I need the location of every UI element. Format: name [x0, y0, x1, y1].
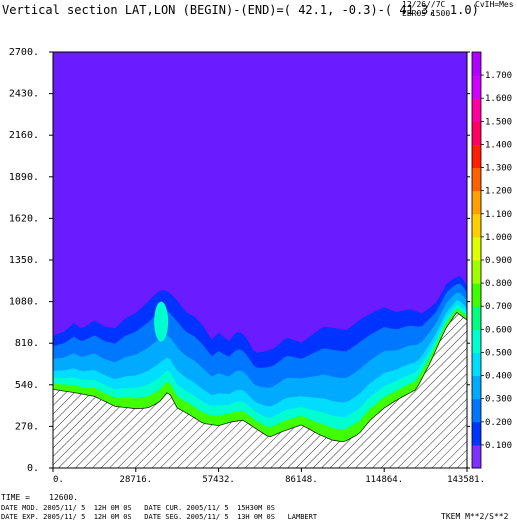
colorbar-label: 0.400 — [485, 372, 512, 382]
x-tick-label: 57432. — [202, 475, 235, 485]
colorbar-label: 1.500 — [485, 117, 512, 127]
colorbar-segment — [472, 329, 481, 353]
y-tick-label: 1890. — [9, 172, 39, 183]
y-tick-label: 2430. — [9, 89, 39, 100]
colorbar-label: 1.200 — [485, 187, 512, 197]
colorbar-segment — [472, 167, 481, 192]
y-tick-label: 810. — [15, 338, 39, 349]
colorbar-segment — [472, 398, 481, 423]
y-tick-label: 1620. — [9, 213, 39, 224]
colorbar-label: 1.600 — [485, 94, 512, 104]
colorbar-label: 0.200 — [485, 418, 512, 428]
footer-dates-line2: DATE EXP. 2005/11/ 5 12H 0M 0S DATE SEG.… — [1, 513, 318, 521]
header-date: 12/26//7C — [402, 0, 446, 9]
colorbar-segment — [472, 352, 481, 377]
footer-dates-line1: DATE MOD. 2005/11/ 5 12H 0M 0S DATE CUR.… — [1, 504, 275, 512]
colorbar-segment — [472, 283, 481, 307]
colorbar-segment — [472, 98, 481, 122]
colorbar-label: 1.400 — [485, 140, 512, 150]
colorbar-segment — [472, 213, 481, 238]
x-tick-label: 114864. — [365, 475, 403, 485]
colorbar-label: 0.300 — [485, 395, 512, 405]
colorbar-label: 0.600 — [485, 325, 512, 335]
y-tick-label: 1350. — [9, 255, 39, 266]
colorbar-segment — [472, 190, 481, 215]
colorbar-segment — [472, 144, 481, 169]
colorbar-label: 1.300 — [485, 164, 512, 174]
tke-local-maximum — [154, 301, 169, 342]
terrain-hatched — [52, 311, 468, 469]
colorbar-label: 1.100 — [485, 210, 512, 220]
x-tick-label: 28716. — [120, 475, 153, 485]
colorbar-segment — [472, 260, 481, 284]
footer-variable: TKEM M**2/S**2 — [441, 512, 509, 521]
colorbar-label: 0.700 — [485, 302, 512, 312]
x-tick-label: 143581. — [447, 475, 485, 485]
colorbar-label: 0.900 — [485, 256, 512, 266]
colorbar-segment — [472, 121, 481, 145]
y-tick-label: 2700. — [9, 47, 39, 58]
y-tick-label: 2160. — [9, 130, 39, 141]
y-tick-label: 270. — [15, 421, 39, 432]
colorbar-segment — [472, 306, 481, 330]
header-run: EBR05 1500 — [402, 9, 451, 18]
colorbar-segment — [472, 444, 481, 469]
x-tick-label: 0. — [53, 475, 64, 485]
colorbar-segment — [472, 75, 481, 99]
colorbar-label: 0.500 — [485, 348, 512, 358]
header-author: CvIH=Mes — [475, 0, 514, 9]
footer-time: TIME = 12600. — [1, 493, 79, 502]
y-tick-label: 0. — [27, 463, 39, 474]
colorbar-label: 1.000 — [485, 233, 512, 243]
colorbar-segment — [472, 375, 481, 400]
colorbar-segment — [472, 52, 481, 76]
y-tick-label: 540. — [15, 380, 39, 391]
x-tick-label: 86148. — [285, 475, 318, 485]
colorbar-segment — [472, 421, 481, 446]
colorbar-label: 0.800 — [485, 279, 512, 289]
chart-title: Vertical section LAT,LON (BEGIN)-(END)=(… — [2, 3, 479, 17]
y-tick-label: 1080. — [9, 297, 39, 308]
colorbar-label: 0.100 — [485, 441, 512, 451]
colorbar-label: 1.700 — [485, 71, 512, 81]
colorbar-segment — [472, 236, 481, 261]
